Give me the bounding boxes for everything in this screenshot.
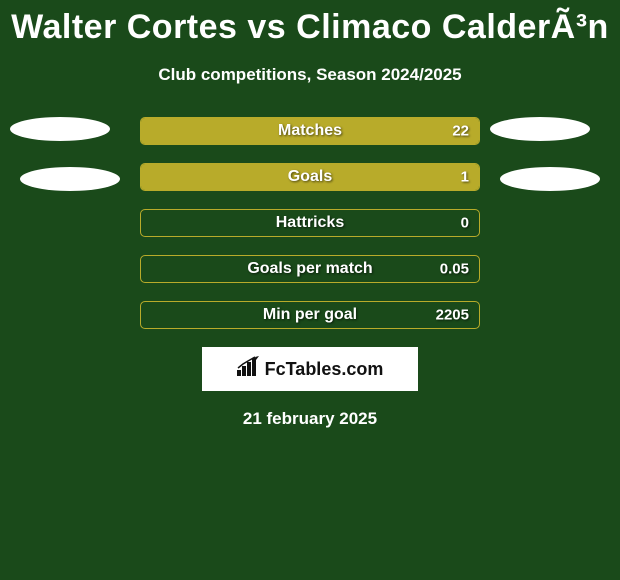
stat-value: 2205 <box>436 307 469 324</box>
decorative-ellipse-0 <box>10 117 110 141</box>
decorative-ellipse-1 <box>490 117 590 141</box>
stat-label: Goals per match <box>141 260 479 278</box>
subtitle: Club competitions, Season 2024/2025 <box>0 65 620 85</box>
stat-row: Goals1 <box>140 163 480 191</box>
stat-value: 0 <box>461 215 469 232</box>
stat-label: Matches <box>141 122 479 140</box>
stat-label: Hattricks <box>141 214 479 232</box>
stat-value: 22 <box>452 123 469 140</box>
stat-row: Matches22 <box>140 117 480 145</box>
stat-value: 0.05 <box>440 261 469 278</box>
site-logo: FcTables.com <box>237 356 384 383</box>
stat-row: Min per goal2205 <box>140 301 480 329</box>
date-text: 21 february 2025 <box>0 409 620 429</box>
logo-box: FcTables.com <box>202 347 418 391</box>
stat-row: Hattricks0 <box>140 209 480 237</box>
page-title: Walter Cortes vs Climaco CalderÃ³n <box>0 8 620 47</box>
stat-row: Goals per match0.05 <box>140 255 480 283</box>
stat-label: Min per goal <box>141 306 479 324</box>
logo-text: FcTables.com <box>265 359 384 380</box>
decorative-ellipse-2 <box>20 167 120 191</box>
decorative-ellipse-3 <box>500 167 600 191</box>
stat-label: Goals <box>141 168 479 186</box>
stat-value: 1 <box>461 169 469 186</box>
stats-area: Matches22 Goals1 Hattricks0 Goals per match… <box>0 117 620 329</box>
barchart-icon <box>237 356 261 383</box>
